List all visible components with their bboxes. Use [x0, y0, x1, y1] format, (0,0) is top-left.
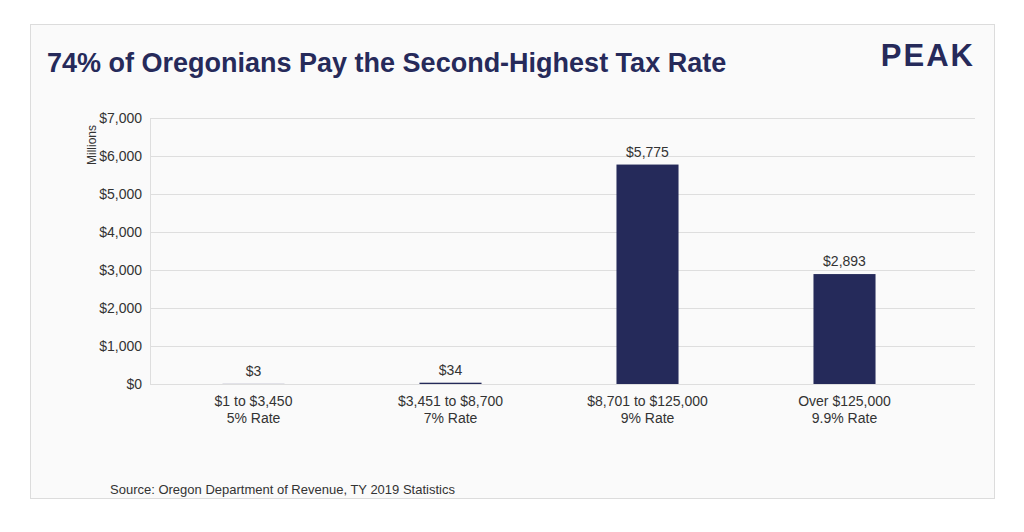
x-axis: $1 to $3,4505% Rate $3,451 to $8,7007% Ra…	[215, 384, 891, 426]
data-label: $5,775	[626, 144, 669, 160]
y-tick-label: $1,000	[99, 338, 142, 354]
bar	[222, 384, 284, 385]
grid-line	[150, 384, 975, 385]
x-tick-label-line: Over $125,000	[798, 393, 891, 409]
data-labels: $3 $34 $5,775 $2,893	[246, 144, 866, 379]
y-axis-title: Millions	[85, 125, 99, 165]
y-tick: $5,000	[99, 186, 150, 202]
x-tick-label-line: $8,701 to $125,000	[587, 393, 708, 409]
y-tick-label: $7,000	[99, 110, 142, 126]
data-label: $3	[246, 363, 262, 379]
bar	[813, 274, 875, 384]
x-tick-label-line: 9% Rate	[621, 410, 675, 426]
y-tick: $3,000	[99, 262, 150, 278]
chart: 74% of Oregonians Pay the Second-Highest…	[0, 0, 1024, 532]
source: Source: Oregon Department of Revenue, TY…	[110, 482, 455, 497]
y-axis-line	[150, 119, 151, 385]
y-tick: $4,000	[99, 224, 150, 240]
y-tick-label: $2,000	[99, 300, 142, 316]
grid-line	[150, 194, 975, 195]
y-tick: $2,000	[99, 300, 150, 316]
bar	[419, 383, 481, 384]
y-tick: $6,000	[99, 148, 150, 164]
x-tick-label-line: 5% Rate	[227, 410, 281, 426]
x-tick: Over $125,0009.9% Rate	[798, 384, 891, 426]
grid	[150, 119, 975, 385]
x-tick-label-line: 9.9% Rate	[812, 410, 878, 426]
y-tick-label: $0	[126, 376, 142, 392]
grid-line	[150, 270, 975, 271]
title: 74% of Oregonians Pay the Second-Highest…	[47, 48, 726, 78]
y-tick-label: $5,000	[99, 186, 142, 202]
x-tick-label-line: $1 to $3,450	[215, 393, 293, 409]
grid-line	[150, 232, 975, 233]
x-tick-label: $3,451 to $8,7007% Rate	[398, 393, 503, 427]
data-label: $2,893	[823, 253, 866, 269]
grid-line	[150, 156, 975, 157]
y-tick-label: $4,000	[99, 224, 142, 240]
data-label: $34	[439, 362, 463, 378]
bars	[222, 165, 875, 384]
x-tick-label: $1 to $3,4505% Rate	[215, 393, 293, 427]
y-tick: $1,000	[99, 338, 150, 354]
grid-line	[150, 118, 975, 119]
y-tick: $0	[126, 376, 150, 392]
y-axis: $0 $1,000 $2,000 $3,000 $4,000 $5,000 $6,000 $7…	[99, 110, 150, 392]
x-tick: $3,451 to $8,7007% Rate	[398, 384, 503, 426]
y-tick-label: $3,000	[99, 262, 142, 278]
x-tick: $8,701 to $125,0009% Rate	[587, 384, 708, 426]
x-tick: $1 to $3,4505% Rate	[215, 384, 293, 426]
x-tick-label: Over $125,0009.9% Rate	[798, 393, 891, 427]
bar	[616, 165, 678, 384]
y-tick: $7,000	[99, 110, 150, 126]
card	[31, 25, 995, 499]
y-tick-label: $6,000	[99, 148, 142, 164]
brand: PEAK	[881, 38, 975, 73]
x-tick-label: $8,701 to $125,0009% Rate	[587, 393, 708, 427]
x-tick-label-line: $3,451 to $8,700	[398, 393, 503, 409]
x-tick-label-line: 7% Rate	[424, 410, 478, 426]
